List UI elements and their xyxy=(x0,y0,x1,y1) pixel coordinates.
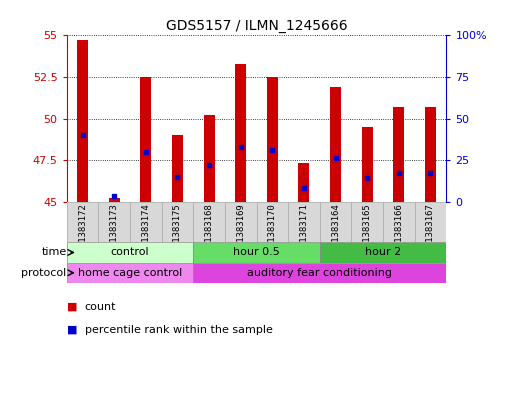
Text: protocol: protocol xyxy=(22,268,67,278)
Text: hour 0.5: hour 0.5 xyxy=(233,248,280,257)
Bar xyxy=(415,202,446,242)
Bar xyxy=(235,64,246,202)
Bar xyxy=(330,87,341,202)
Bar xyxy=(109,198,120,202)
Bar xyxy=(140,77,151,202)
Bar xyxy=(67,263,193,283)
Bar xyxy=(320,202,351,242)
Text: auditory fear conditioning: auditory fear conditioning xyxy=(247,268,392,278)
Text: control: control xyxy=(111,248,149,257)
Bar xyxy=(172,135,183,202)
Bar xyxy=(193,242,320,263)
Bar xyxy=(256,202,288,242)
Bar xyxy=(98,202,130,242)
Text: GSM1383174: GSM1383174 xyxy=(141,204,150,257)
Text: ■: ■ xyxy=(67,301,77,312)
Bar xyxy=(162,202,193,242)
Text: GSM1383169: GSM1383169 xyxy=(236,204,245,257)
Bar xyxy=(225,202,256,242)
Bar xyxy=(267,77,278,202)
Bar xyxy=(204,115,214,202)
Text: GSM1383172: GSM1383172 xyxy=(78,204,87,257)
Bar xyxy=(130,202,162,242)
Text: GSM1383168: GSM1383168 xyxy=(205,204,213,257)
Bar xyxy=(193,263,446,283)
Text: GSM1383164: GSM1383164 xyxy=(331,204,340,257)
Bar xyxy=(299,163,309,202)
Bar xyxy=(67,202,98,242)
Text: count: count xyxy=(85,301,116,312)
Text: time: time xyxy=(42,248,67,257)
Text: hour 2: hour 2 xyxy=(365,248,401,257)
Text: GSM1383167: GSM1383167 xyxy=(426,204,435,257)
Bar xyxy=(67,242,193,263)
Bar xyxy=(288,202,320,242)
Text: GSM1383175: GSM1383175 xyxy=(173,204,182,257)
Bar xyxy=(425,107,436,202)
Bar xyxy=(351,202,383,242)
Text: percentile rank within the sample: percentile rank within the sample xyxy=(85,325,272,335)
Text: GSM1383171: GSM1383171 xyxy=(300,204,308,257)
Text: GSM1383170: GSM1383170 xyxy=(268,204,277,257)
Title: GDS5157 / ILMN_1245666: GDS5157 / ILMN_1245666 xyxy=(166,19,347,33)
Bar xyxy=(320,242,446,263)
Text: ■: ■ xyxy=(67,325,77,335)
Text: GSM1383166: GSM1383166 xyxy=(394,204,403,257)
Bar xyxy=(362,127,373,202)
Text: GSM1383173: GSM1383173 xyxy=(110,204,119,257)
Text: GSM1383165: GSM1383165 xyxy=(363,204,372,257)
Bar xyxy=(383,202,415,242)
Bar xyxy=(77,40,88,202)
Bar xyxy=(193,202,225,242)
Bar xyxy=(393,107,404,202)
Text: home cage control: home cage control xyxy=(78,268,182,278)
